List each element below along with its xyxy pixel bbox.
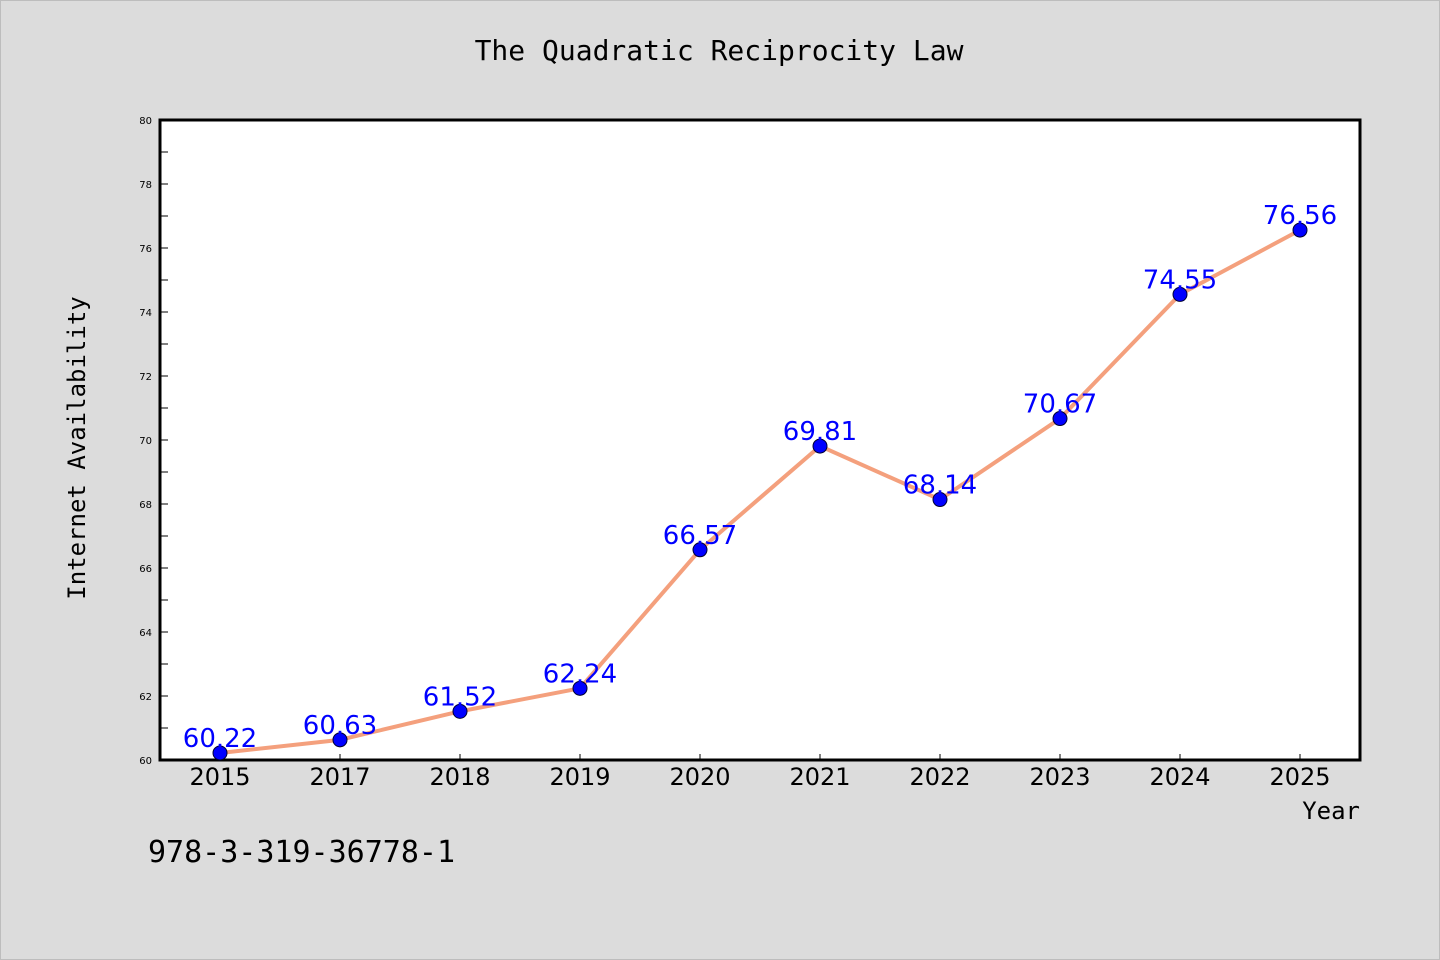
x-tick-label: 2018	[429, 763, 490, 791]
data-label: 69.81	[783, 417, 857, 447]
data-point-marker	[1172, 286, 1188, 302]
data-point-marker	[1292, 222, 1308, 238]
y-tick-label: 64	[139, 628, 152, 639]
data-label: 61.52	[423, 682, 497, 712]
data-label: 62.24	[543, 659, 617, 689]
y-tick-label: 62	[139, 692, 152, 703]
data-point-marker	[452, 703, 468, 719]
data-label: 68.14	[903, 471, 977, 501]
x-tick-label: 2022	[909, 763, 970, 791]
y-tick-label: 74	[139, 308, 152, 319]
data-label: 70.67	[1023, 390, 1097, 420]
series-group	[212, 222, 1308, 761]
data-point-marker	[572, 680, 588, 696]
y-tick-label: 68	[139, 500, 152, 511]
x-tick-label: 2017	[309, 763, 370, 791]
data-point-marker	[212, 745, 228, 761]
x-tick-label: 2020	[669, 763, 730, 791]
data-labels-group: 60.22 60.63 61.52 62.24 66.57 69.81 68.14 70.67…	[183, 201, 1337, 754]
x-axis-label: Year	[1302, 797, 1360, 825]
y-axis-ticks: 60 62 64 66 68 70 72 74 76 78 80	[139, 116, 168, 767]
data-label: 60.22	[183, 724, 257, 754]
x-tick-label: 2021	[789, 763, 850, 791]
footer-isbn: 978-3-319-36778-1	[148, 835, 456, 870]
x-tick-label: 2015	[189, 763, 250, 791]
plot-background	[158, 118, 1362, 762]
data-label: 60.63	[303, 711, 377, 741]
x-tick-label: 2025	[1269, 763, 1330, 791]
data-point-marker	[692, 542, 708, 558]
series-line	[218, 228, 1302, 755]
data-label: 74.55	[1143, 265, 1217, 295]
data-point-marker	[932, 492, 948, 508]
y-tick-label: 76	[139, 244, 152, 255]
y-tick-label: 72	[139, 372, 152, 383]
x-tick-label: 2024	[1149, 763, 1210, 791]
x-tick-label: 2019	[549, 763, 610, 791]
x-axis-ticks: 2015 2017 2018 2019 2020 2021 2022 2023 2024 2025	[189, 754, 1331, 791]
data-label: 76.56	[1263, 201, 1337, 231]
chart-title: The Quadratic Reciprocity Law	[474, 34, 964, 67]
y-tick-label: 60	[139, 756, 152, 767]
y-axis-label: Internet Availability	[63, 296, 91, 600]
x-tick-label: 2023	[1029, 763, 1090, 791]
y-tick-label: 80	[139, 116, 152, 127]
y-tick-label: 78	[139, 180, 152, 191]
data-point-marker	[812, 438, 828, 454]
y-tick-label: 70	[139, 436, 152, 447]
data-point-marker	[1052, 411, 1068, 427]
data-point-marker	[332, 732, 348, 748]
y-tick-label: 66	[139, 564, 152, 575]
data-label: 66.57	[663, 521, 737, 551]
